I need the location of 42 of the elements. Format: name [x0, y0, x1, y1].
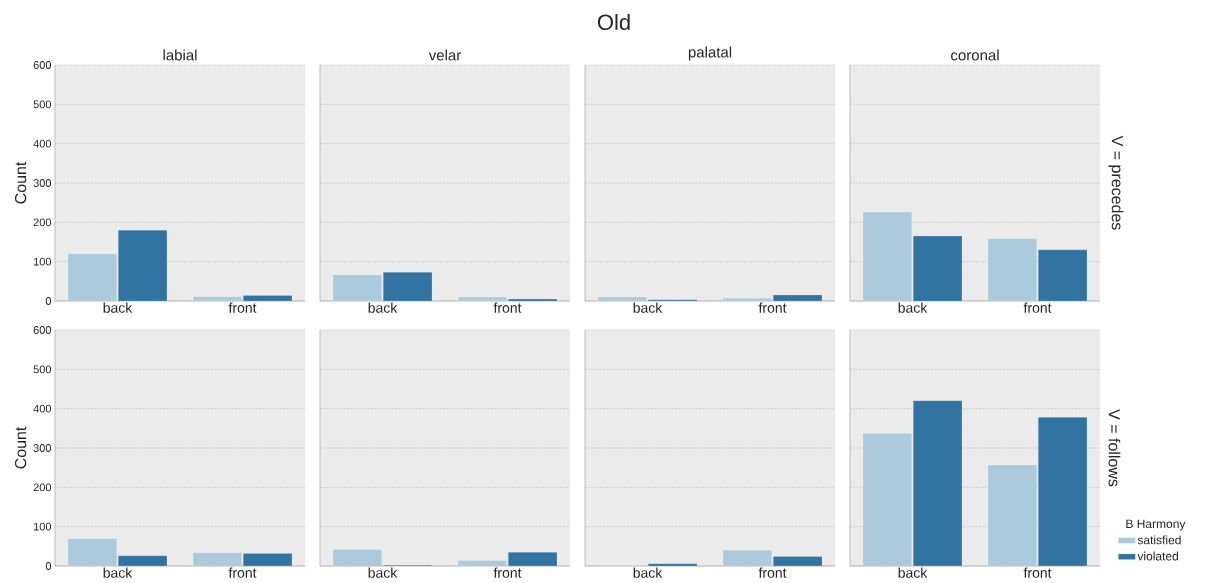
- x-tick-label: back: [633, 302, 663, 313]
- x-tick-label: front: [758, 567, 787, 578]
- text: Old: [597, 13, 630, 31]
- chart-title: labial: [163, 49, 197, 61]
- x-tick-label: front: [493, 302, 522, 313]
- y-tick-label: 300: [33, 444, 52, 452]
- chart-title: velar: [428, 49, 462, 61]
- y-axis-title: Count: [14, 161, 27, 204]
- x-tick-label: back: [368, 567, 398, 578]
- x-tick-label: back: [368, 302, 398, 313]
- y-tick-label: 400: [33, 404, 52, 413]
- x-tick-label: front: [758, 302, 787, 313]
- x-tick-label: front: [1023, 567, 1052, 578]
- y-tick-label: 0: [45, 562, 52, 570]
- y-tick-label: 200: [33, 483, 52, 492]
- y-tick-label: 600: [33, 326, 52, 334]
- legend-label: satisfied: [1137, 535, 1181, 545]
- y2-axis-title: V = precedes: [1108, 135, 1124, 230]
- x-tick-label: front: [228, 302, 257, 313]
- legend-label: violated: [1137, 551, 1178, 561]
- y-axis-title: Count: [14, 426, 27, 469]
- x-tick-label: front: [228, 567, 257, 578]
- y-tick-label: 400: [33, 139, 52, 148]
- y-tick-label: 200: [33, 218, 52, 227]
- x-tick-label: back: [633, 567, 663, 578]
- y-tick-label: 500: [33, 100, 52, 109]
- y-tick-label: 100: [33, 257, 52, 266]
- chart-title: palatal: [688, 46, 732, 61]
- y-tick-label: 500: [33, 365, 52, 374]
- x-tick-label: back: [898, 302, 928, 313]
- y-tick-label: 600: [33, 61, 52, 69]
- chart-title: coronal: [951, 49, 999, 61]
- x-tick-label: front: [1023, 302, 1052, 313]
- legend-title: B Harmony: [1126, 519, 1186, 531]
- x-tick-label: back: [103, 567, 133, 578]
- y-tick-label: 300: [33, 179, 52, 187]
- y-tick-label: 100: [33, 522, 52, 531]
- y2-axis-title: V = follows: [1108, 409, 1121, 487]
- x-tick-label: front: [493, 567, 522, 578]
- y-tick-label: 0: [45, 297, 52, 305]
- x-tick-label: back: [898, 567, 928, 578]
- x-tick-label: back: [103, 302, 133, 313]
